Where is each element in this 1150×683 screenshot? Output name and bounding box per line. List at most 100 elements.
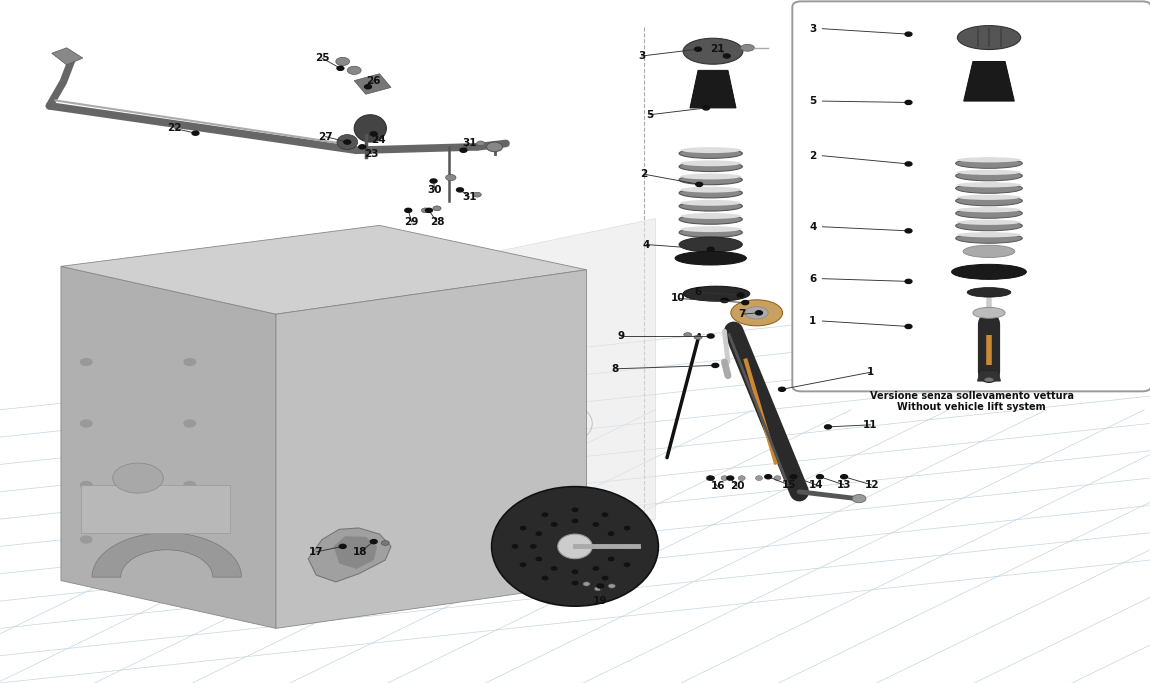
Text: 6: 6 <box>810 274 816 283</box>
Ellipse shape <box>347 66 361 74</box>
Circle shape <box>742 301 749 305</box>
Ellipse shape <box>675 251 746 265</box>
Ellipse shape <box>530 544 537 549</box>
Text: 18: 18 <box>353 547 367 557</box>
Text: 30: 30 <box>428 185 442 195</box>
Ellipse shape <box>681 213 742 219</box>
Ellipse shape <box>957 195 1021 200</box>
Circle shape <box>81 359 92 365</box>
Ellipse shape <box>551 522 558 527</box>
Wedge shape <box>92 533 242 577</box>
Ellipse shape <box>681 161 742 166</box>
Circle shape <box>184 482 196 488</box>
Text: 3: 3 <box>638 51 645 61</box>
Text: 16: 16 <box>711 482 724 491</box>
Ellipse shape <box>601 576 608 581</box>
Text: 24: 24 <box>371 135 385 145</box>
Polygon shape <box>308 528 391 582</box>
Text: 26: 26 <box>367 76 381 85</box>
Ellipse shape <box>536 557 543 561</box>
Text: 25: 25 <box>315 53 329 63</box>
Ellipse shape <box>613 544 620 549</box>
Text: 11: 11 <box>864 420 877 430</box>
Circle shape <box>460 148 467 152</box>
FancyBboxPatch shape <box>792 1 1150 391</box>
Circle shape <box>790 475 797 479</box>
Ellipse shape <box>956 196 1022 206</box>
Text: 7: 7 <box>738 309 745 319</box>
Ellipse shape <box>572 570 578 574</box>
Text: 3: 3 <box>810 24 816 33</box>
Text: 13: 13 <box>837 480 851 490</box>
Ellipse shape <box>678 237 743 252</box>
Circle shape <box>337 66 344 70</box>
Ellipse shape <box>741 44 754 51</box>
Ellipse shape <box>721 475 728 481</box>
Circle shape <box>370 132 377 136</box>
Text: 4: 4 <box>643 240 650 249</box>
Ellipse shape <box>720 298 729 303</box>
Ellipse shape <box>683 286 750 301</box>
Ellipse shape <box>558 534 592 559</box>
Circle shape <box>841 475 848 479</box>
Circle shape <box>457 188 463 192</box>
Ellipse shape <box>956 208 1022 219</box>
Ellipse shape <box>551 566 558 571</box>
Ellipse shape <box>678 162 743 171</box>
Ellipse shape <box>957 26 1021 50</box>
Circle shape <box>707 247 714 251</box>
Ellipse shape <box>434 206 442 210</box>
Text: 5: 5 <box>810 96 816 106</box>
Ellipse shape <box>337 135 358 150</box>
Ellipse shape <box>681 226 742 232</box>
Text: Versione senza sollevamento vettura
Without vehicle lift system: Versione senza sollevamento vettura With… <box>869 391 1074 413</box>
Text: 22: 22 <box>168 124 182 133</box>
Circle shape <box>707 334 714 338</box>
Ellipse shape <box>382 541 389 545</box>
Ellipse shape <box>957 220 1021 225</box>
Circle shape <box>430 179 437 183</box>
Ellipse shape <box>623 526 630 531</box>
Ellipse shape <box>678 214 743 224</box>
Polygon shape <box>426 219 656 567</box>
Ellipse shape <box>681 186 742 193</box>
Circle shape <box>905 229 912 233</box>
Circle shape <box>905 324 912 329</box>
Circle shape <box>184 420 196 427</box>
Ellipse shape <box>964 245 1015 257</box>
Text: 27: 27 <box>319 132 332 141</box>
Ellipse shape <box>957 182 1021 187</box>
Bar <box>81 485 230 533</box>
Ellipse shape <box>793 475 800 481</box>
Circle shape <box>695 47 702 51</box>
Ellipse shape <box>957 169 1021 175</box>
Ellipse shape <box>678 175 743 184</box>
Text: 1: 1 <box>810 316 816 326</box>
Ellipse shape <box>957 157 1021 163</box>
Ellipse shape <box>678 148 743 158</box>
Polygon shape <box>354 74 391 94</box>
Circle shape <box>756 311 762 315</box>
Polygon shape <box>61 266 276 628</box>
Circle shape <box>765 475 772 479</box>
Ellipse shape <box>756 475 762 481</box>
Ellipse shape <box>984 378 994 382</box>
Text: 31: 31 <box>462 192 476 201</box>
Ellipse shape <box>683 38 743 64</box>
Circle shape <box>192 131 199 135</box>
Circle shape <box>359 145 366 149</box>
Ellipse shape <box>952 264 1027 279</box>
Ellipse shape <box>973 307 1005 318</box>
Polygon shape <box>61 225 587 314</box>
Ellipse shape <box>738 475 745 481</box>
Text: 8: 8 <box>612 364 619 374</box>
Circle shape <box>113 463 163 493</box>
Text: 5: 5 <box>646 110 653 120</box>
Ellipse shape <box>956 183 1022 193</box>
Circle shape <box>816 475 823 479</box>
Circle shape <box>779 387 785 391</box>
Ellipse shape <box>631 544 638 549</box>
Ellipse shape <box>474 193 482 197</box>
Ellipse shape <box>520 526 527 531</box>
Circle shape <box>405 208 412 212</box>
